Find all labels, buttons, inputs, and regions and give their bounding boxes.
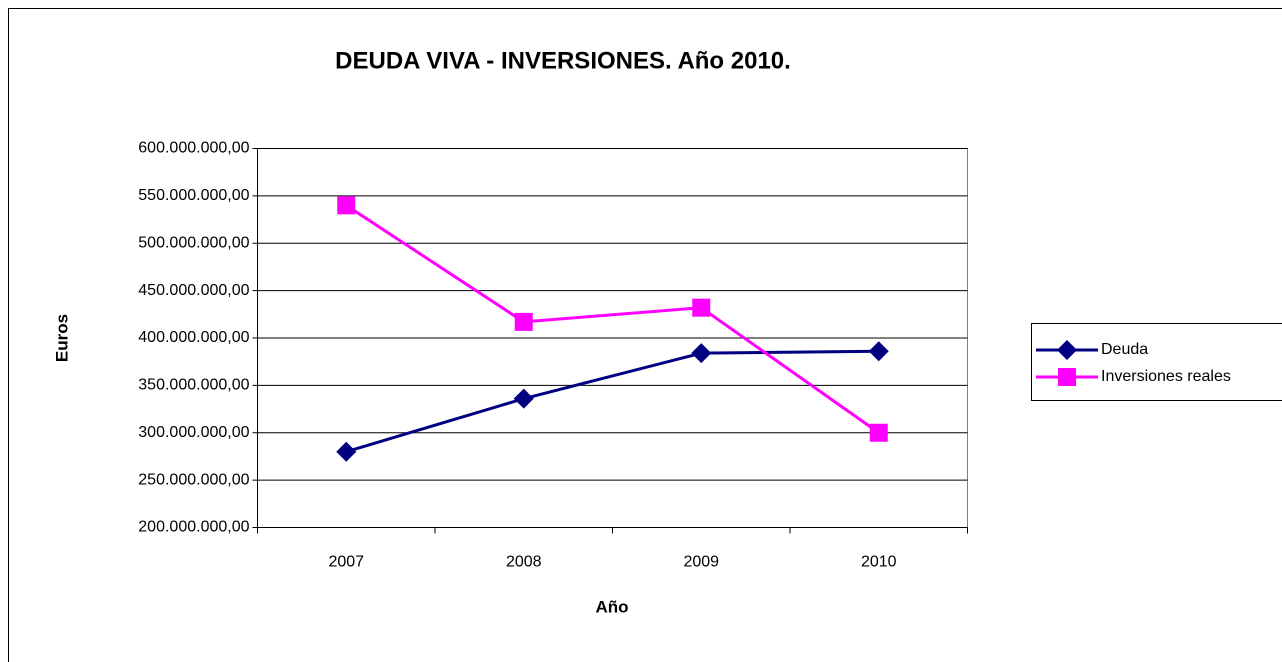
legend-label: Inversiones reales — [1101, 368, 1231, 385]
data-point — [336, 441, 357, 462]
x-axis-label: Año — [595, 597, 628, 616]
y-tick-label: 400.000.000,00 — [138, 329, 249, 346]
x-tick-label: 2009 — [683, 554, 719, 571]
y-tick-label: 350.000.000,00 — [138, 377, 249, 394]
chart-title: DEUDA VIVA - INVERSIONES. Año 2010. — [335, 47, 791, 74]
legend-label: Deuda — [1101, 341, 1148, 358]
y-tick-label: 200.000.000,00 — [138, 519, 249, 536]
y-axis-label: Euros — [52, 314, 71, 362]
y-tick-label: 600.000.000,00 — [138, 140, 249, 157]
data-point — [692, 298, 711, 317]
legend — [1031, 323, 1282, 401]
x-tick-label: 2010 — [861, 554, 897, 571]
data-point — [868, 341, 889, 362]
y-tick-label: 250.000.000,00 — [138, 471, 249, 488]
y-tick-label: 550.000.000,00 — [138, 187, 249, 204]
series-line — [345, 349, 879, 454]
legend-marker — [1058, 368, 1076, 386]
y-tick-label: 300.000.000,00 — [138, 424, 249, 441]
x-tick-label: 2008 — [506, 554, 542, 571]
data-point — [869, 423, 888, 442]
legend-marker — [1057, 340, 1077, 360]
series-line — [345, 204, 880, 434]
data-point — [337, 196, 356, 215]
x-tick-label: 2007 — [328, 554, 364, 571]
y-tick-label: 450.000.000,00 — [138, 282, 249, 299]
data-point — [514, 312, 533, 331]
y-tick-label: 500.000.000,00 — [138, 234, 249, 251]
data-point — [691, 343, 712, 364]
data-point — [513, 388, 534, 409]
